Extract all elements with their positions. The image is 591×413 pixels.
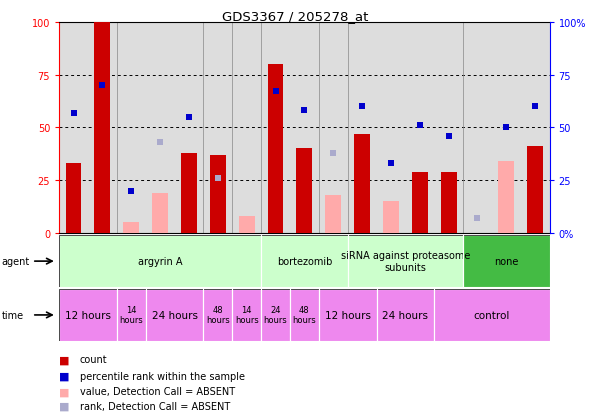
Text: 24 hours: 24 hours (382, 310, 428, 320)
Bar (348, 235, 463, 287)
Bar (325, 195, 341, 233)
Text: 48
hours: 48 hours (293, 305, 316, 325)
Bar (59, 289, 117, 341)
Text: ■: ■ (59, 401, 70, 411)
Bar (152, 193, 168, 233)
Text: 12 hours: 12 hours (65, 310, 111, 320)
Text: bortezomib: bortezomib (277, 256, 332, 266)
Bar (297, 149, 312, 233)
Bar (145, 289, 203, 341)
Bar (354, 134, 370, 233)
Bar (124, 223, 139, 233)
Bar (319, 289, 376, 341)
Bar (261, 235, 348, 287)
Bar (203, 289, 232, 341)
Bar (376, 289, 434, 341)
Text: none: none (494, 256, 518, 266)
Text: 48
hours: 48 hours (206, 305, 230, 325)
Text: percentile rank within the sample: percentile rank within the sample (80, 371, 245, 381)
Text: argyrin A: argyrin A (138, 256, 183, 266)
Bar (232, 289, 261, 341)
Text: 12 hours: 12 hours (324, 310, 371, 320)
Bar (441, 172, 457, 233)
Bar (268, 65, 284, 233)
Bar (181, 153, 197, 233)
Text: siRNA against proteasome
subunits: siRNA against proteasome subunits (340, 250, 470, 272)
Text: rank, Detection Call = ABSENT: rank, Detection Call = ABSENT (80, 401, 230, 411)
Text: ■: ■ (59, 387, 70, 396)
Bar (59, 235, 261, 287)
Bar (117, 289, 145, 341)
Text: GDS3367 / 205278_at: GDS3367 / 205278_at (222, 10, 369, 23)
Text: 14
hours: 14 hours (235, 305, 258, 325)
Bar (290, 289, 319, 341)
Bar (261, 289, 290, 341)
Text: agent: agent (2, 256, 30, 266)
Bar (412, 172, 428, 233)
Text: 24 hours: 24 hours (151, 310, 197, 320)
Bar (210, 155, 226, 233)
Bar (66, 164, 82, 233)
Text: ■: ■ (59, 354, 70, 364)
Bar (498, 162, 514, 233)
Text: time: time (2, 310, 24, 320)
Bar (95, 23, 111, 233)
Bar (383, 202, 399, 233)
Text: value, Detection Call = ABSENT: value, Detection Call = ABSENT (80, 387, 235, 396)
Bar (463, 235, 550, 287)
Text: 14
hours: 14 hours (119, 305, 143, 325)
Bar (527, 147, 543, 233)
Text: control: control (474, 310, 510, 320)
Text: count: count (80, 354, 108, 364)
Text: ■: ■ (59, 371, 70, 381)
Bar (434, 289, 550, 341)
Bar (239, 216, 255, 233)
Text: 24
hours: 24 hours (264, 305, 287, 325)
